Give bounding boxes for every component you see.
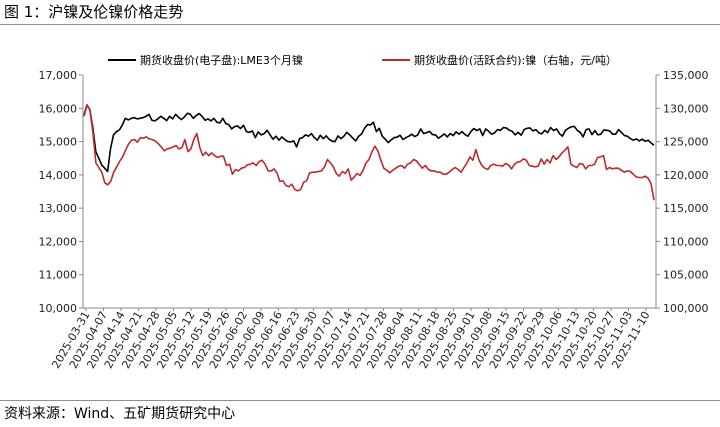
right-tick-label: 105,000 [663,269,709,282]
chart-axes [82,75,657,309]
series-line-0 [83,104,655,173]
figure-source: 资料来源：Wind、五矿期货研究中心 [4,406,236,422]
left-tick-label: 12,000 [39,235,78,248]
right-tick-label: 135,000 [663,69,709,82]
right-tick-label: 125,000 [663,136,709,149]
left-tick-label: 17,000 [39,69,78,82]
x-axis-ticks: 2025-03-312025-04-072025-04-142025-04-21… [49,308,653,371]
legend-label-1: 期货收盘价(活跃合约):镍（右轴，元/吨） [414,53,617,67]
source-divider [0,400,720,401]
right-axis-ticks: 100,000 105,000 110,000 115,000 120,000 125,0… [656,69,709,315]
legend-label-0: 期货收盘价(电子盘):LME3个月镍 [140,53,303,67]
right-tick-label: 130,000 [663,102,709,115]
price-chart: 10,000 11,000 12,000 13,000 14,000 15,000 16,0… [39,53,709,371]
left-tick-label: 14,000 [39,169,78,182]
title-divider [0,24,720,25]
right-tick-label: 100,000 [663,302,709,315]
left-tick-label: 10,000 [39,302,78,315]
series-line-1 [83,104,655,201]
figure-title: 图 1：沪镍及伦镍价格走势 [4,3,184,21]
left-tick-label: 11,000 [39,269,78,282]
left-tick-label: 13,000 [39,202,78,215]
right-tick-label: 120,000 [663,169,709,182]
left-axis-ticks: 10,000 11,000 12,000 13,000 14,000 15,000 16,0… [39,69,83,315]
chart-legend: 期货收盘价(电子盘):LME3个月镍 期货收盘价(活跃合约):镍（右轴，元/吨） [108,53,617,67]
series-lines [83,104,655,201]
right-tick-label: 110,000 [663,235,709,248]
left-tick-label: 16,000 [39,102,78,115]
left-tick-label: 15,000 [39,136,78,149]
right-tick-label: 115,000 [663,202,709,215]
